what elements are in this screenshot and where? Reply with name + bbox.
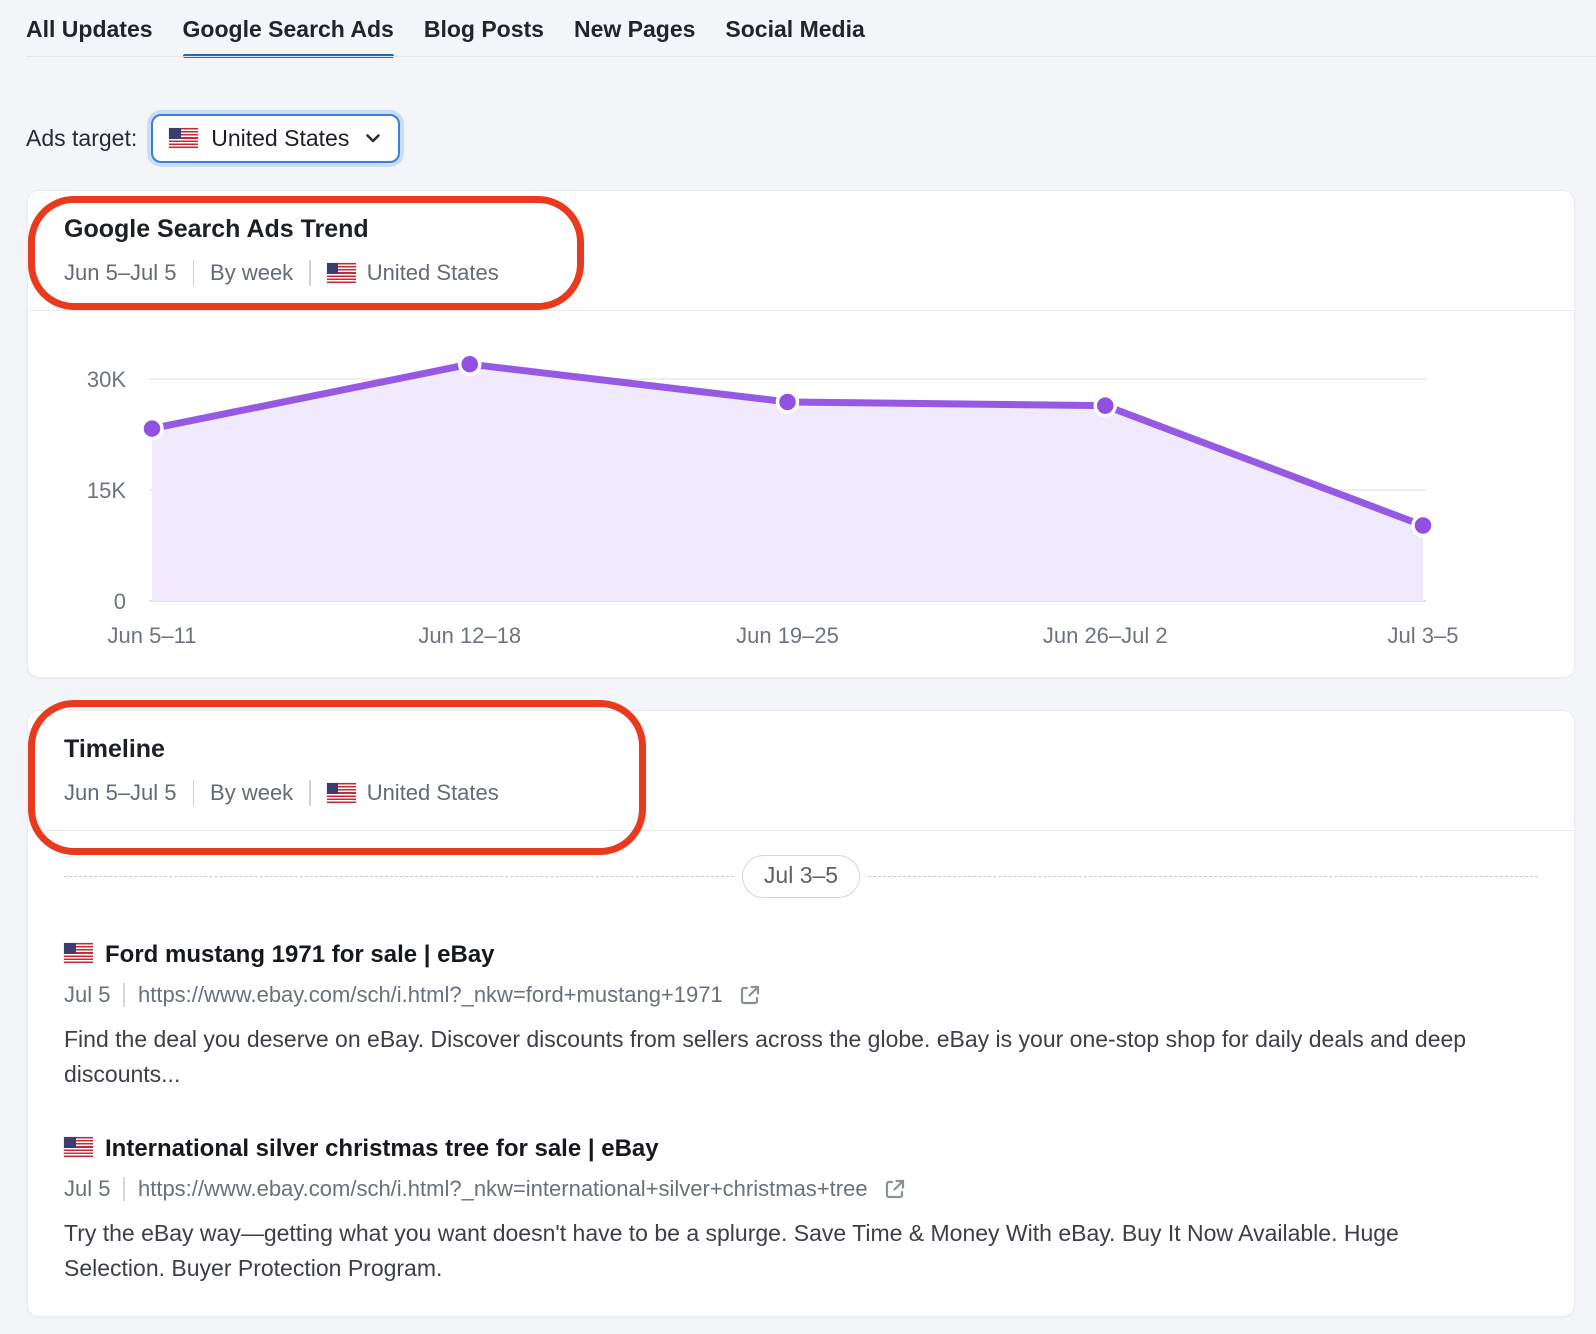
data-point[interactable] <box>1411 513 1435 538</box>
dashed-line <box>64 876 734 877</box>
tab-blog-posts[interactable]: Blog Posts <box>423 16 544 42</box>
area-fill <box>152 364 1423 601</box>
trend-date-range: Jun 5–Jul 5 <box>64 260 177 285</box>
tabs-bar: All Updates Google Search Ads Blog Posts… <box>0 0 1596 58</box>
country-select-value: United States <box>211 124 350 151</box>
timeline-content: Jul 3–5 Ford mustang 1971 for sale | eBa… <box>28 831 1574 1316</box>
us-flag-icon <box>64 1137 93 1157</box>
trend-chart: 0 15K 30K Jun 5–11 Jun 12–18 Jun 19–25 Jun 26–… <box>28 311 1574 677</box>
y-tick-label: 15K <box>87 478 126 503</box>
us-flag-icon <box>326 783 356 803</box>
tabs: All Updates Google Search Ads Blog Posts… <box>26 16 1596 58</box>
trend-region: United States <box>326 260 499 286</box>
trend-card-title: Google Search Ads Trend <box>64 215 369 243</box>
x-tick-label: Jun 26–Jul 2 <box>1043 623 1168 648</box>
item-date: Jul 5 <box>64 1176 111 1201</box>
item-url[interactable]: https://www.ebay.com/sch/i.html?_nkw=for… <box>137 982 723 1007</box>
card-divider <box>28 830 1574 831</box>
timeline-item: International silver christmas tree for … <box>64 1134 1538 1286</box>
y-tick-label: 0 <box>114 589 126 614</box>
trend-card-header: Google Search Ads Trend Jun 5–Jul 5 By w… <box>28 191 1574 310</box>
ads-target-row: Ads target: United States <box>26 112 1596 164</box>
tab-google-search-ads-label: Google Search Ads <box>182 16 394 42</box>
timeline-region: United States <box>326 780 499 806</box>
trend-region-label: United States <box>366 260 499 285</box>
tab-all-updates[interactable]: All Updates <box>26 16 153 42</box>
item-description: Try the eBay way—getting what you want d… <box>64 1220 1399 1281</box>
timeline-date-range: Jun 5–Jul 5 <box>64 780 177 805</box>
timeline-card-subtitle: Jun 5–Jul 5 By week United States <box>64 780 1538 806</box>
y-tick-label: 30K <box>87 367 126 392</box>
external-link-icon[interactable] <box>738 983 762 1007</box>
data-point[interactable] <box>140 416 164 441</box>
timeline-card: Timeline Jun 5–Jul 5 By week United Stat… <box>27 710 1575 1317</box>
timeline-region-label: United States <box>366 780 499 805</box>
x-tick-label: Jun 5–11 <box>108 623 197 648</box>
data-point[interactable] <box>775 390 800 414</box>
trend-card-subtitle: Jun 5–Jul 5 By week United States <box>64 260 1538 286</box>
tab-social-media[interactable]: Social Media <box>725 16 865 42</box>
x-tick-label: Jul 3–5 <box>1388 623 1459 648</box>
tab-new-pages[interactable]: New Pages <box>573 16 696 42</box>
item-title: Ford mustang 1971 for sale | eBay <box>105 941 495 968</box>
external-link-icon[interactable] <box>883 1177 907 1201</box>
subtitle-separator <box>192 260 195 286</box>
timeline-granularity: By week <box>210 780 294 805</box>
trend-granularity: By week <box>210 260 294 285</box>
dashed-line <box>868 876 1539 877</box>
timeline-card-title: Timeline <box>64 735 165 763</box>
trend-chart-svg: 0 15K 30K Jun 5–11 Jun 12–18 Jun 19–25 Jun 26–… <box>87 352 1459 648</box>
us-flag-icon <box>326 263 356 283</box>
us-flag-icon <box>169 128 199 148</box>
card-divider <box>28 310 1574 311</box>
meta-separator <box>123 983 125 1007</box>
data-point[interactable] <box>1093 393 1117 418</box>
country-select-dropdown[interactable]: United States <box>151 113 401 163</box>
ads-target-label: Ads target: <box>26 124 138 151</box>
timeline-item: Ford mustang 1971 for sale | eBay Jul 5 … <box>64 940 1538 1092</box>
item-meta: Jul 5 https://www.ebay.com/sch/i.html?_n… <box>64 982 1538 1008</box>
timeline-card-header: Timeline Jun 5–Jul 5 By week United Stat… <box>28 711 1574 830</box>
x-tick-label: Jun 12–18 <box>418 623 521 648</box>
item-title: International silver christmas tree for … <box>105 1135 659 1162</box>
date-separator: Jul 3–5 <box>64 855 1539 898</box>
item-date: Jul 5 <box>64 982 111 1007</box>
item-description: Find the deal you deserve on eBay. Disco… <box>64 1026 1467 1087</box>
subtitle-separator <box>309 780 311 806</box>
meta-separator <box>123 1177 125 1201</box>
item-title-row: Ford mustang 1971 for sale | eBay <box>64 940 1538 970</box>
item-title-row: International silver christmas tree for … <box>64 1134 1538 1164</box>
tab-google-search-ads[interactable]: Google Search Ads <box>182 16 394 58</box>
item-meta: Jul 5 https://www.ebay.com/sch/i.html?_n… <box>64 1176 1538 1202</box>
subtitle-separator <box>192 780 195 806</box>
data-point[interactable] <box>458 352 482 376</box>
trend-card: Google Search Ads Trend Jun 5–Jul 5 By w… <box>27 190 1575 678</box>
item-url[interactable]: https://www.ebay.com/sch/i.html?_nkw=int… <box>137 1176 868 1201</box>
tabs-divider <box>26 56 1596 57</box>
date-separator-badge: Jul 3–5 <box>741 855 861 898</box>
chevron-down-icon <box>366 134 381 143</box>
subtitle-separator <box>309 260 311 286</box>
x-tick-label: Jun 19–25 <box>736 623 839 648</box>
us-flag-icon <box>64 943 93 963</box>
